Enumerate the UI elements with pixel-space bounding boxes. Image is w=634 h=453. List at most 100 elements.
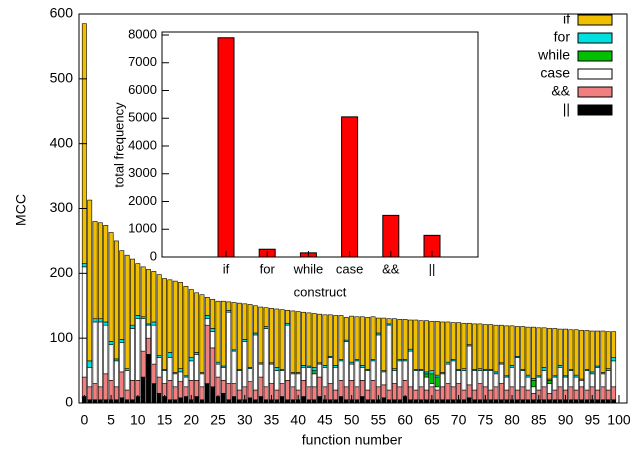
bar-segment <box>140 350 146 378</box>
bar-segment <box>514 326 520 357</box>
x-tick-label: 90 <box>558 412 574 428</box>
legend-label: while <box>537 47 570 63</box>
bar-segment <box>119 371 125 399</box>
bar-segment <box>119 342 125 373</box>
legend-swatch <box>577 104 613 116</box>
x-tick-label: 45 <box>317 412 333 428</box>
x-tick-label: for <box>260 261 276 276</box>
bar-segment <box>413 389 419 401</box>
bar-segment <box>429 383 435 388</box>
x-axis-label: function number <box>302 432 403 448</box>
bar-segment <box>124 389 130 401</box>
x-tick-label: 95 <box>584 412 600 428</box>
bar-segment <box>605 370 611 391</box>
bar-segment <box>242 303 248 340</box>
bar-segment <box>87 367 93 388</box>
inset-background <box>162 32 478 257</box>
bar-segment <box>215 363 221 378</box>
bar-segment <box>541 367 547 371</box>
bar-segment <box>509 367 515 388</box>
bar-segment <box>333 315 339 366</box>
bar-segment <box>354 386 360 401</box>
bar-segment <box>424 320 429 373</box>
bar-segment <box>547 392 552 401</box>
y-tick-label: 0 <box>150 248 157 263</box>
bar-segment <box>172 373 178 388</box>
bar-segment <box>343 386 349 401</box>
bar-segment <box>81 263 87 268</box>
x-tick-label: 0 <box>80 412 88 428</box>
bar-segment <box>589 330 595 373</box>
bar-segment <box>103 321 109 326</box>
bar-segment <box>504 376 510 391</box>
y-tick-label: 4000 <box>128 137 157 152</box>
bar-segment <box>573 329 579 376</box>
bar-segment <box>370 316 376 360</box>
bar-segment <box>167 352 173 358</box>
bar-segment <box>493 373 499 388</box>
y-tick-label: 200 <box>50 264 74 280</box>
bar-segment <box>525 389 531 401</box>
bar-segment <box>611 360 617 388</box>
bar-segment <box>199 373 205 388</box>
bar-segment <box>188 357 194 362</box>
bar-segment <box>514 389 520 401</box>
bar-segment <box>418 386 424 401</box>
bar-segment <box>140 376 146 404</box>
bar-segment <box>92 318 98 323</box>
bar-segment <box>135 318 141 381</box>
bar-segment <box>103 373 109 401</box>
bar-segment <box>306 312 312 367</box>
bar-segment <box>151 324 157 365</box>
bar-segment <box>311 386 317 401</box>
bar-segment <box>263 328 269 388</box>
bar-segment <box>525 376 531 391</box>
bar-segment <box>119 339 125 344</box>
bar-segment <box>493 386 499 401</box>
y-tick-label: 100 <box>50 329 74 345</box>
x-tick-label: 30 <box>237 412 253 428</box>
y-tick-label: 8000 <box>128 26 157 41</box>
bar-segment <box>130 324 135 329</box>
bar-segment <box>311 313 317 368</box>
bar-segment <box>605 331 611 369</box>
x-tick-label: 10 <box>130 412 146 428</box>
bar-segment <box>440 321 445 373</box>
bar-segment <box>584 389 590 401</box>
bar-segment <box>236 370 242 391</box>
bar-segment <box>146 337 151 355</box>
bar-segment <box>156 392 162 404</box>
bar-segment <box>456 370 462 384</box>
bar-segment <box>226 383 232 401</box>
bar-segment <box>584 330 590 370</box>
bar-segment <box>252 305 258 334</box>
bar-segment <box>220 392 226 404</box>
bar-segment <box>343 341 349 388</box>
bar-segment <box>151 321 157 326</box>
bar-segment <box>386 324 392 391</box>
bar-segment <box>552 389 558 401</box>
bar-segment <box>482 370 488 388</box>
bar-segment <box>381 397 387 404</box>
x-tick-label: 80 <box>504 412 520 428</box>
bar-segment <box>359 367 365 381</box>
bar-segment <box>408 386 413 401</box>
bar-segment <box>252 389 258 401</box>
bar-segment <box>408 319 413 350</box>
bar-segment <box>215 376 221 397</box>
bar-segment <box>413 319 419 370</box>
bar-segment <box>301 311 306 366</box>
bar-segment <box>274 370 280 391</box>
bar-segment <box>301 396 306 404</box>
bar-segment <box>317 363 323 378</box>
y-axis-label: total frequency <box>111 102 126 188</box>
bar-segment <box>204 297 210 316</box>
bar-segment <box>130 380 135 401</box>
x-tick-label: 55 <box>371 412 387 428</box>
bar-segment <box>402 319 408 360</box>
bar-segment <box>167 380 173 401</box>
bar-segment <box>536 376 542 391</box>
legend-label: || <box>563 101 570 117</box>
